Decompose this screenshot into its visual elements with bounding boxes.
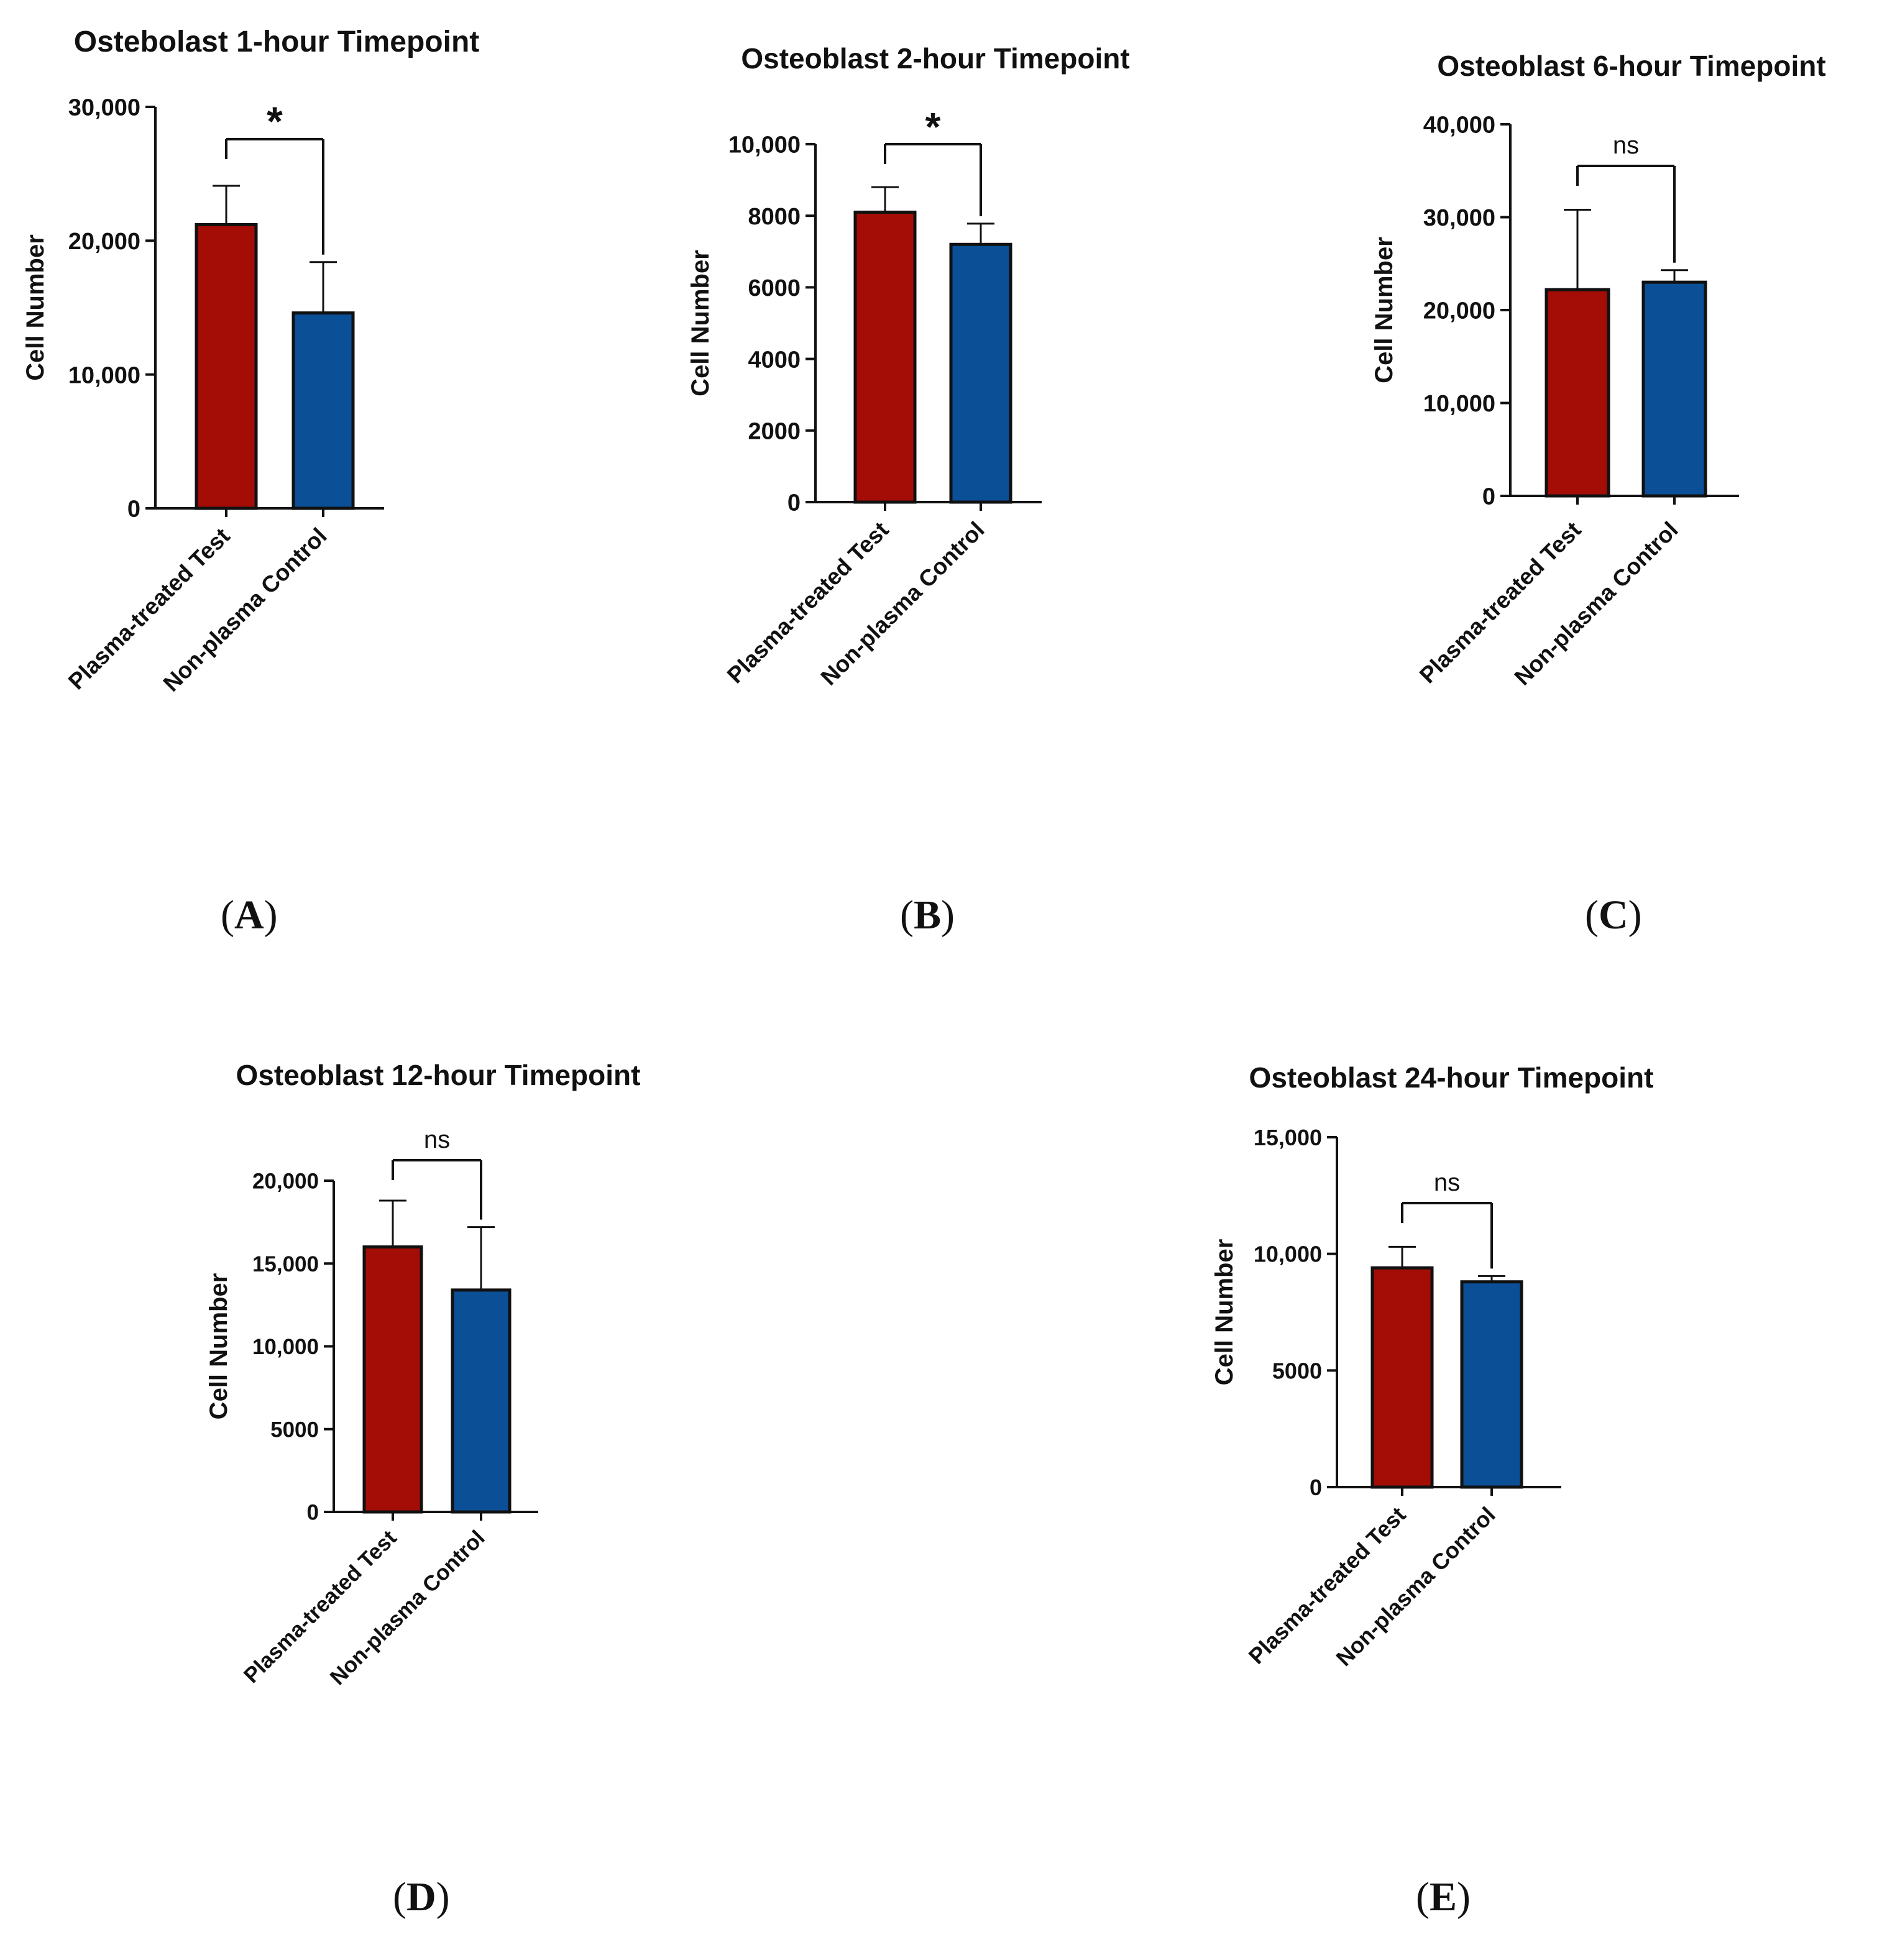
y-axis-label: Cell Number [1370, 237, 1398, 383]
bar-plasma-treated-test [1370, 1266, 1434, 1489]
panel-label-a-letter: A [234, 892, 264, 938]
category-label: Non-plasma Control [158, 523, 332, 697]
chart-d-title: Osteoblast 12-hour Timepoint [236, 1059, 641, 1091]
panel-label-b-letter: B [913, 892, 942, 938]
category-label: Non-plasma Control [1510, 517, 1683, 690]
y-axis-label: Cell Number [22, 234, 49, 381]
y-tick-label: 30,000 [1423, 205, 1495, 231]
chart-a-title: Ostebolast 1-hour Timepoint [74, 25, 480, 58]
category-label: Non-plasma Control [816, 517, 989, 690]
significance-label: ns [424, 1126, 450, 1153]
category-label: Plasma-treated Test [239, 1526, 402, 1688]
y-tick-label: 0 [1310, 1475, 1322, 1500]
chart-b: Osteoblast 2-hour Timepoint 0 2000 4000 600… [687, 42, 1130, 690]
y-tick-label: 20,000 [1423, 298, 1495, 324]
category-label: Plasma-treated Test [1415, 517, 1586, 689]
y-tick-label: 2000 [748, 418, 801, 444]
bar-plasma-treated-test [853, 210, 917, 504]
bar-non-plasma-control [1641, 280, 1707, 498]
y-tick-label: 15,000 [1254, 1125, 1322, 1150]
y-tick-label: 15,000 [252, 1252, 319, 1276]
bar-non-plasma-control [291, 311, 355, 510]
y-tick-label: 5000 [270, 1417, 319, 1442]
y-tick-label: 20,000 [68, 229, 140, 255]
y-tick-label: 30,000 [68, 95, 140, 121]
y-tick-label: 0 [127, 497, 140, 523]
y-axis-label: Cell Number [1211, 1239, 1238, 1386]
category-label: Non-plasma Control [326, 1526, 490, 1690]
panel-label-d-letter: D [406, 1874, 436, 1920]
significance-label: ns [1613, 132, 1639, 159]
y-tick-label: 4000 [748, 347, 801, 373]
chart-e: Osteoblast 24-hour Timepoint 0 5000 10,000… [1211, 1061, 1653, 1671]
y-tick-label: 8000 [748, 204, 801, 230]
panel-label-d: (D) [393, 1874, 450, 1920]
panel-label-e: (E) [1416, 1874, 1471, 1920]
y-tick-label: 0 [1482, 484, 1495, 510]
bar-plasma-treated-test [1545, 288, 1610, 498]
panel-label-c: (C) [1585, 892, 1642, 938]
y-tick-label: 10,000 [68, 362, 140, 388]
y-tick-label: 0 [307, 1501, 319, 1525]
significance-label: * [267, 98, 283, 144]
y-axis-label: Cell Number [687, 250, 714, 396]
y-tick-label: 10,000 [1254, 1242, 1322, 1267]
bar-non-plasma-control [1460, 1280, 1523, 1489]
category-label: Plasma-treated Test [1244, 1502, 1411, 1669]
y-tick-label: 40,000 [1423, 112, 1495, 139]
y-tick-label: 6000 [748, 275, 801, 301]
y-tick-label: 10,000 [252, 1335, 319, 1359]
category-label: Plasma-treated Test [722, 517, 894, 689]
significance-label: * [925, 104, 941, 149]
y-tick-label: 10,000 [728, 132, 801, 158]
chart-d: Osteoblast 12-hour Timepoint 0 5000 10,000… [205, 1059, 640, 1690]
bar-plasma-treated-test [195, 222, 258, 510]
y-tick-label: 0 [787, 490, 801, 516]
panel-label-b: (B) [900, 892, 955, 938]
y-axis-label: Cell Number [205, 1273, 232, 1420]
panel-label-e-letter: E [1429, 1874, 1457, 1920]
category-label: Non-plasma Control [1331, 1502, 1500, 1671]
bar-plasma-treated-test [362, 1245, 423, 1514]
bar-non-plasma-control [451, 1288, 512, 1514]
bar-non-plasma-control [949, 242, 1012, 504]
chart-c: Osteoblast 6-hour Timepoint 0 10,000 20,00… [1370, 50, 1826, 690]
panel-label-a: (A) [221, 892, 278, 938]
category-label: Plasma-treated Test [63, 523, 235, 695]
y-tick-label: 20,000 [252, 1170, 319, 1194]
chart-c-title: Osteoblast 6-hour Timepoint [1437, 50, 1825, 82]
significance-label: ns [1434, 1169, 1460, 1196]
chart-e-title: Osteoblast 24-hour Timepoint [1249, 1061, 1654, 1094]
chart-b-title: Osteoblast 2-hour Timepoint [741, 42, 1129, 75]
y-tick-label: 10,000 [1423, 391, 1495, 417]
chart-a: Ostebolast 1-hour Timepoint 0 10,000 20,00… [22, 25, 479, 697]
panel-label-c-letter: C [1598, 892, 1628, 938]
y-tick-label: 5000 [1272, 1358, 1322, 1383]
